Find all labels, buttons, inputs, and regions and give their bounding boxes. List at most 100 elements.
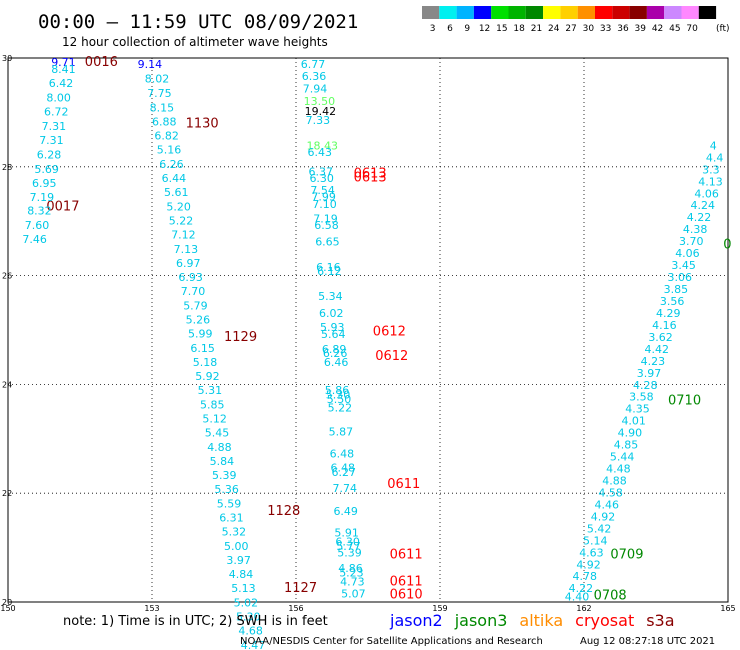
y-tick-label: 24 [2, 380, 12, 389]
wave-height-value: 9.14 [138, 58, 163, 71]
wave-height-value: 5.34 [318, 290, 343, 303]
wave-height-value: 6.82 [154, 130, 179, 143]
wave-height-legend: 3 6 9 12 15 18 21 24 27 30 33 36 39 42 45 70 [422, 6, 717, 34]
wave-height-value: 6.42 [49, 77, 74, 90]
wave-height-value: 4.38 [683, 223, 708, 236]
wave-height-value: 7.31 [39, 134, 64, 147]
wave-height-value: 5.30 [326, 389, 351, 402]
wave-height-value: 6.31 [219, 511, 244, 524]
legend-swatch [508, 6, 526, 19]
legend-unit: (ft) [716, 24, 730, 34]
wave-height-value: 5.99 [188, 328, 213, 341]
legend-label: 21 [531, 24, 542, 34]
satellite-name-jason3: jason3 [454, 611, 508, 630]
wave-height-value: 6.65 [315, 236, 340, 249]
wave-height-value: 7.33 [306, 114, 331, 127]
y-tick-label: 22 [2, 489, 12, 498]
track-time-label: 0612 [373, 324, 406, 339]
legend-swatch [664, 6, 682, 19]
legend-label: 3 [430, 24, 436, 34]
legend-label: 30 [583, 24, 595, 34]
wave-height-value: 6.27 [332, 466, 357, 479]
wave-height-value: 5.42 [587, 522, 612, 535]
wave-height-value: 6.95 [32, 177, 57, 190]
legend-swatch [525, 6, 544, 19]
legend-swatch [681, 6, 699, 19]
wave-height-value: 4.13 [698, 175, 723, 188]
wave-height-value: 5.92 [195, 370, 220, 383]
wave-height-value: 5.13 [231, 582, 256, 595]
wave-height-value: 5.44 [610, 451, 635, 464]
legend-swatch [577, 6, 595, 19]
wave-height-value: 4.73 [340, 576, 365, 589]
track-time-label: 1127 [284, 581, 317, 596]
wave-height-value: 5.86 [325, 384, 350, 397]
y-tick-label: 26 [2, 272, 12, 281]
wave-height-value: 9.71 [51, 56, 75, 69]
wave-height-value: 4.85 [614, 439, 639, 452]
wave-height-value: 6.15 [190, 342, 215, 355]
wave-height-value: 7.19 [313, 212, 338, 225]
track-time-label: 0016 [85, 55, 118, 70]
wave-height-value: 6.36 [302, 70, 327, 83]
wave-height-value: 7.46 [22, 233, 47, 246]
legend-label: 24 [548, 24, 560, 34]
footer-timestamp: Aug 12 08:27:18 UTC 2021 [580, 636, 715, 647]
wave-height-value: 4.42 [644, 343, 669, 356]
wave-height-value: 4.48 [606, 463, 631, 476]
wave-height-value: 7.19 [30, 191, 54, 204]
track-time-label: 0 [723, 237, 731, 252]
wave-height-value: 5.31 [198, 384, 223, 397]
wave-height-value: 5.79 [183, 299, 208, 312]
wave-height-value: 6.16 [316, 261, 341, 274]
wave-height-value: 8.41 [51, 63, 75, 76]
wave-height-value: 5.85 [200, 398, 225, 411]
wave-height-value: 6.02 [319, 307, 344, 320]
wave-height-value: 4.92 [576, 558, 601, 571]
wave-height-value: 6.12 [317, 265, 342, 278]
map-title: 00:00 – 11:59 UTC 08/09/2021 [38, 11, 358, 33]
wave-height-value: 3.56 [660, 295, 685, 308]
legend-label: 42 [652, 24, 663, 34]
wave-height-value: 8.02 [145, 72, 170, 85]
track-time-label: 0708 [594, 588, 627, 603]
wave-height-value: 3.85 [664, 283, 689, 296]
wave-height-value: 3.06 [668, 271, 693, 284]
wave-height-value: 5.87 [329, 426, 354, 439]
x-tick-label: 162 [576, 604, 591, 613]
legend-label: 45 [669, 24, 680, 34]
wave-height-value: 4 [710, 139, 717, 152]
wave-height-value: 5.14 [583, 534, 608, 547]
legend-swatch [646, 6, 665, 19]
wave-height-value: 3.62 [648, 331, 673, 344]
wave-height-value: 7.70 [181, 285, 206, 298]
wave-height-value: 5.30 [236, 610, 261, 623]
wave-height-value: 5.61 [164, 186, 189, 199]
map-subtitle: 12 hour collection of altimeter wave hei… [62, 35, 328, 49]
wave-height-value: 6.46 [324, 356, 349, 369]
wave-height-value: 5.16 [157, 144, 182, 157]
track-time-label: 1128 [267, 504, 300, 519]
legend-swatch [473, 6, 492, 19]
wave-height-value: 5.00 [224, 540, 249, 553]
footer-note: note: 1) Time is in UTC; 2) SWH is in fe… [63, 614, 328, 629]
y-tick-label: 28 [2, 163, 12, 172]
wave-height-value: 7.31 [42, 120, 67, 133]
x-tick-label: 165 [720, 604, 735, 613]
wave-height-value: 13.50 [304, 95, 336, 108]
wave-height-value: 4.68 [238, 625, 263, 638]
satellite-track-labels: 0016001711301129112811270613061306120612… [46, 55, 731, 603]
satellite-name-jason2: jason2 [389, 611, 443, 630]
wave-height-value: 4.06 [694, 187, 719, 200]
wave-height-value: 5.77 [336, 540, 361, 553]
wave-height-value: 4.23 [641, 355, 666, 368]
wave-height-value: 4.90 [618, 427, 643, 440]
legend-label: 27 [565, 24, 576, 34]
wave-height-value: 3.70 [679, 235, 704, 248]
legend-swatch [612, 6, 630, 19]
wave-height-value: 6.89 [322, 343, 347, 356]
wave-height-value: 4.58 [598, 486, 623, 499]
map-frame [7, 57, 729, 603]
legend-label: 39 [635, 24, 647, 34]
satellite-name-cryosat: cryosat [575, 611, 634, 630]
